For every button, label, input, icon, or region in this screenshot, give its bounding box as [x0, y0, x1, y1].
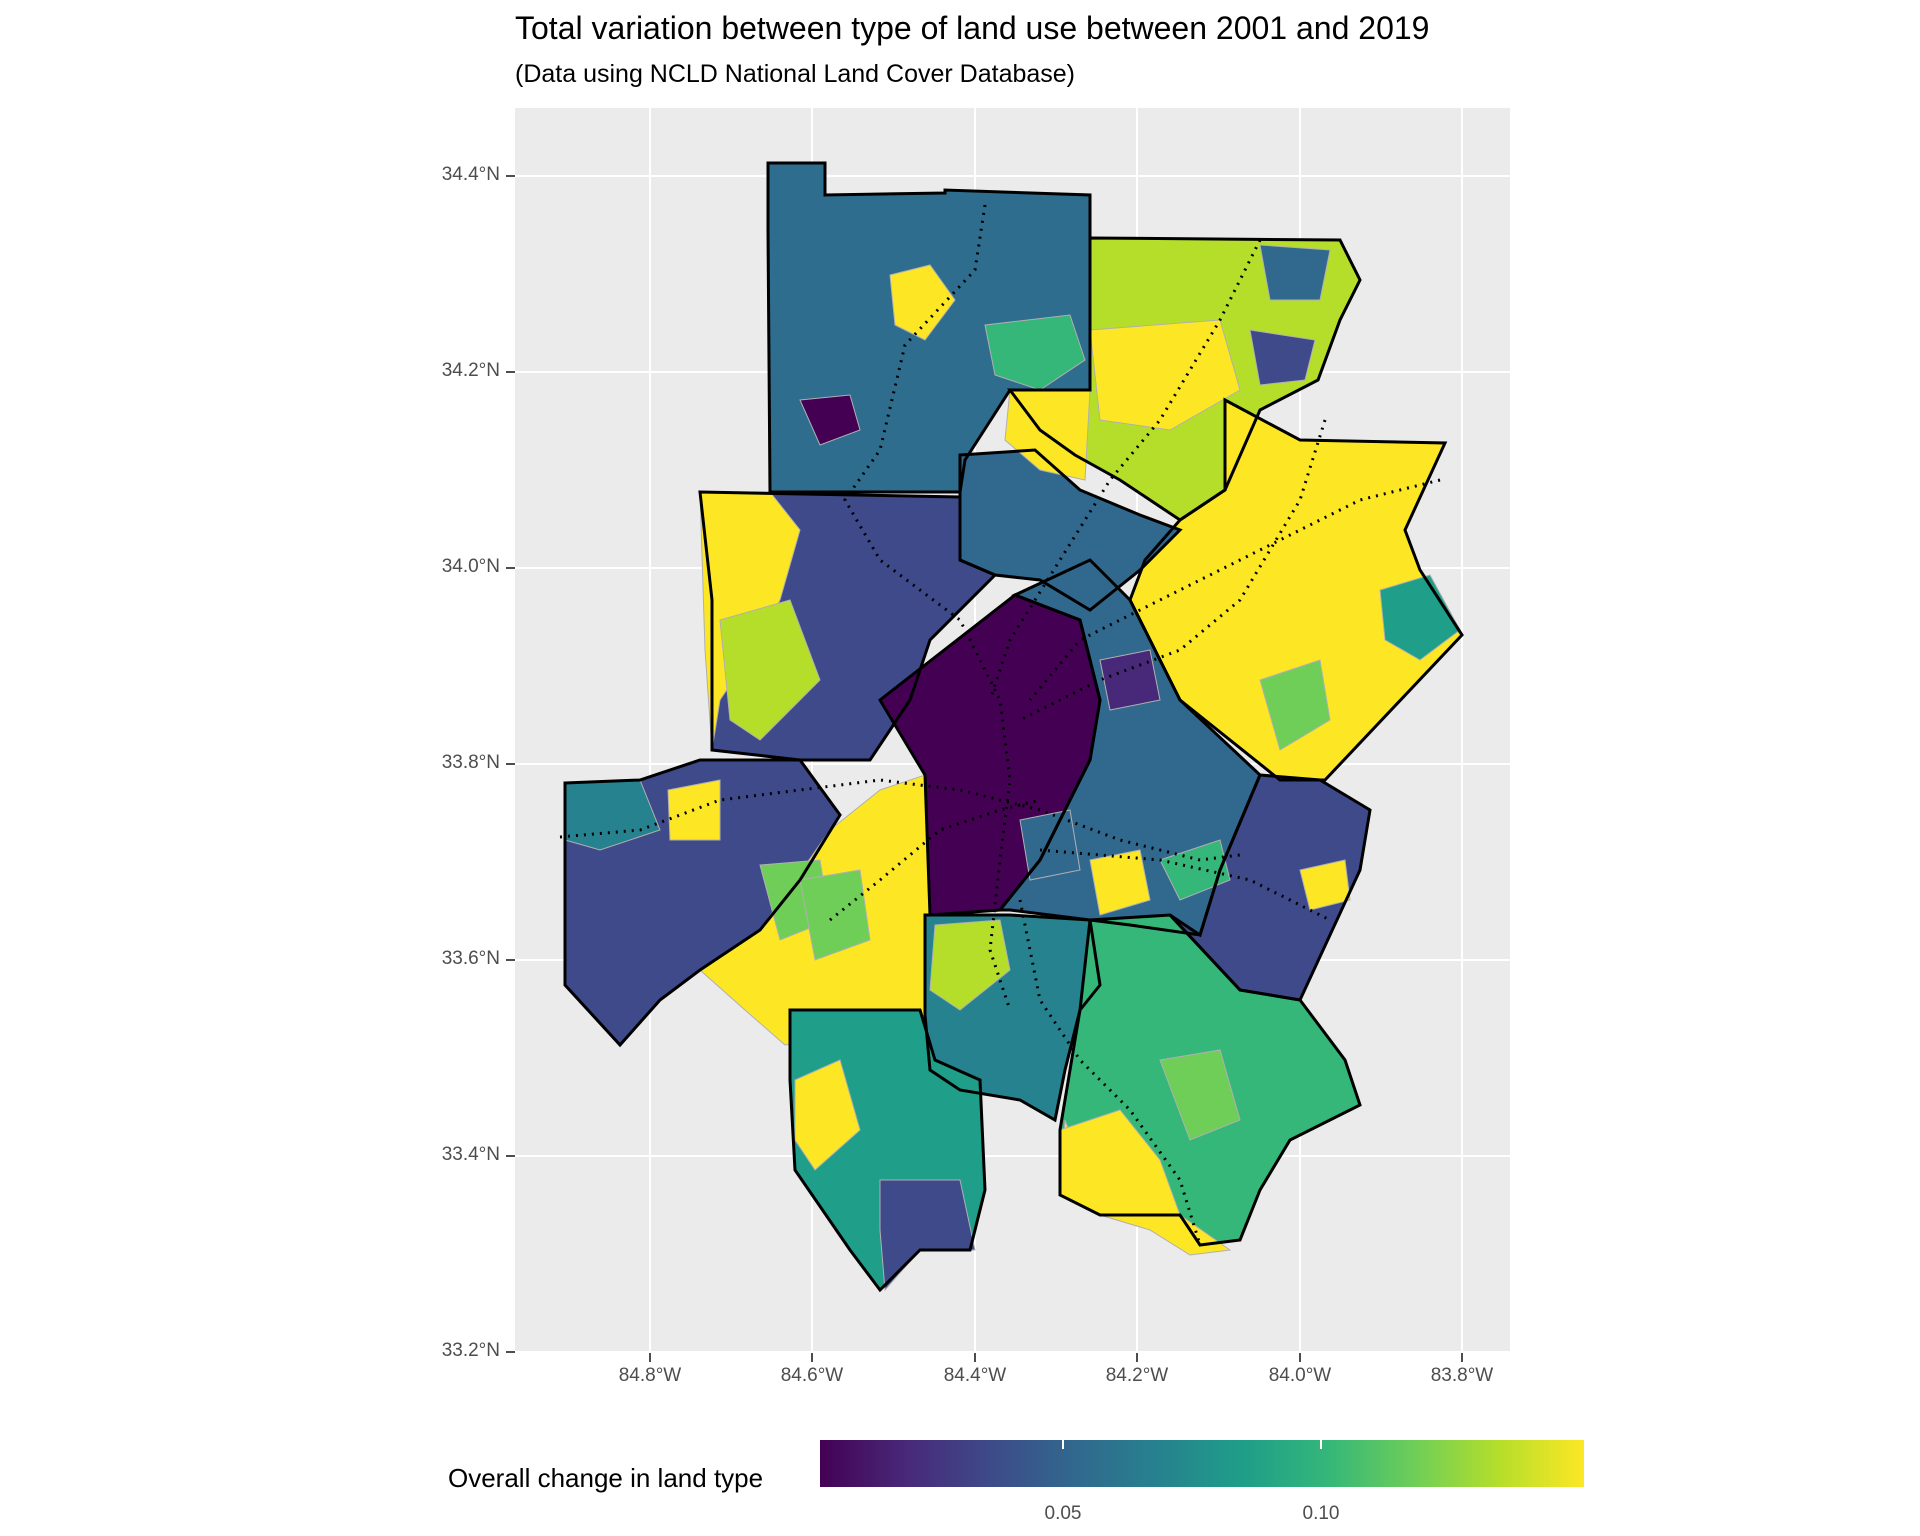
x-tick-label: 84.4°W [943, 1365, 1007, 1386]
patch-atlanta-purple2 [1099, 649, 1161, 711]
patch-gwinnett-green [1259, 659, 1331, 751]
legend-tick-mark [1320, 1487, 1322, 1496]
legend-title: Overall change in land type [448, 1463, 764, 1493]
highways [559, 204, 1441, 1246]
county-borders [563, 161, 1464, 1293]
y-tick-label: 33.6°N [441, 948, 500, 969]
y-tick-label: 34.2°N [441, 360, 500, 381]
patch-dekalb-green [1159, 839, 1231, 901]
x-tick-label: 84.8°W [618, 1365, 682, 1386]
legend-tick-label: 0.05 [1044, 1503, 1082, 1524]
patch-atlanta-teal [1019, 809, 1081, 881]
legend-tick-label: 0.10 [1302, 1503, 1340, 1524]
legend-tick-mark [1062, 1440, 1064, 1449]
legend-tick-mark [1320, 1440, 1322, 1449]
x-tick-label: 84.2°W [1105, 1365, 1169, 1386]
patch-cherokee-green [984, 314, 1086, 391]
y-tick-label: 33.8°N [441, 752, 500, 773]
tract-patches [564, 244, 1461, 1292]
patch-west-green [719, 599, 821, 741]
y-tick-label: 33.4°N [441, 1144, 500, 1165]
x-tick-label: 84.0°W [1268, 1365, 1332, 1386]
patch-forsyth-teal [1259, 244, 1331, 301]
x-tick-label: 84.6°W [780, 1365, 844, 1386]
y-tick-label: 34.4°N [441, 164, 500, 185]
patch-dekalb-yellow [1089, 849, 1151, 916]
map-title: Total variation between type of land use… [515, 10, 1430, 46]
y-tick-label: 33.2°N [441, 1340, 500, 1361]
map-subtitle: (Data using NCLD National Land Cover Dat… [515, 60, 1076, 88]
axis-ticks [506, 175, 1463, 1362]
patch-rockdale-yellow [1299, 859, 1351, 911]
legend-colorbar [820, 1440, 1584, 1487]
patch-cherokee-purple [799, 394, 861, 446]
patch-cherokee-yellow [889, 264, 956, 341]
patch-henry-green [1159, 1049, 1241, 1141]
legend-tick-mark [1062, 1487, 1064, 1496]
patch-south-fulton-green [799, 869, 871, 961]
y-tick-label: 34.0°N [441, 556, 500, 577]
x-tick-label: 83.8°W [1430, 1365, 1494, 1386]
patch-gwinnett-teal [1379, 574, 1461, 661]
patch-forsyth-purple [1249, 329, 1316, 386]
patch-fayette-yellow [794, 1059, 861, 1171]
patch-forsyth-yellow [1089, 319, 1241, 431]
